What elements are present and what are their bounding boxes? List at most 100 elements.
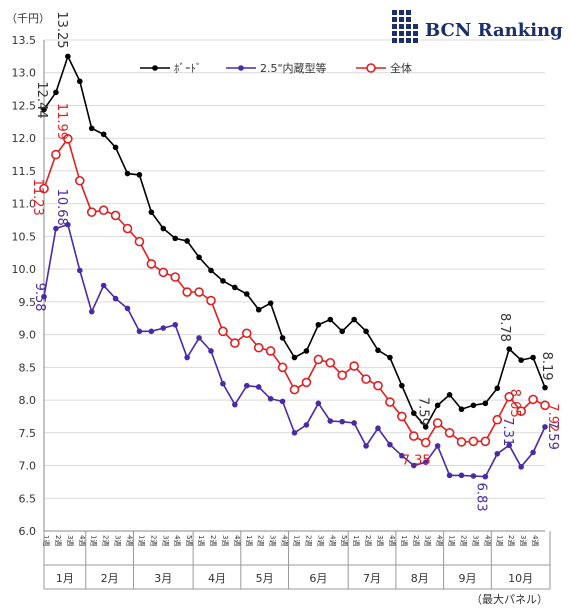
data-point — [53, 225, 59, 232]
data-point — [208, 348, 214, 354]
x-week-label: 4週 — [78, 535, 87, 546]
data-point — [470, 473, 477, 479]
legend-marker — [366, 63, 376, 73]
x-week-label: 3週 — [519, 535, 528, 546]
data-point — [434, 443, 441, 449]
x-week-label: 2週 — [54, 535, 63, 546]
data-point — [124, 305, 131, 312]
data-point — [301, 377, 312, 388]
x-week-label: 1週 — [197, 535, 206, 546]
x-week-label: 1週 — [495, 535, 504, 546]
data-point — [136, 172, 143, 178]
x-week-label: 2週 — [102, 535, 111, 546]
data-point — [279, 398, 286, 405]
x-week-label: 1週 — [42, 535, 51, 546]
data-point — [232, 401, 238, 408]
data-point — [41, 106, 47, 113]
y-tick-label: 10.0 — [12, 263, 37, 276]
data-point — [410, 410, 417, 416]
data-point — [172, 321, 179, 328]
data-label: 6.83 — [473, 483, 488, 512]
panel-note: （最大パネル） — [471, 592, 548, 606]
data-point — [363, 328, 369, 335]
data-point — [170, 272, 181, 282]
data-point — [220, 380, 226, 387]
bcn-logo-text: BCN Ranking — [425, 20, 563, 41]
x-week-label: 3週 — [66, 535, 75, 546]
data-point — [98, 205, 109, 216]
data-point — [255, 384, 262, 390]
data-point — [480, 436, 491, 447]
bcn-logo: BCN Ranking — [392, 10, 563, 43]
data-point — [100, 131, 107, 138]
x-month-label: 6月 — [309, 572, 327, 585]
data-point — [444, 427, 455, 438]
data-label: 11.99 — [54, 103, 69, 140]
data-labels: 12.44 13.25 7.59 8.78 8.19 9.58 10.68 6.83 7.31 7… — [30, 11, 560, 511]
x-week-label: 4週 — [281, 535, 290, 546]
x-month-label: 4月 — [208, 572, 226, 585]
data-point — [422, 424, 429, 430]
x-week-label: 1週 — [90, 535, 99, 546]
data-point — [339, 328, 346, 335]
data-point — [88, 125, 95, 132]
data-label: 7.59 — [416, 397, 431, 426]
x-week-label: 5週 — [340, 535, 349, 546]
data-point — [39, 183, 49, 194]
data-point — [361, 374, 371, 384]
data-point — [303, 422, 310, 428]
data-point — [397, 411, 407, 422]
data-point — [110, 210, 121, 221]
data-point — [432, 418, 443, 428]
data-point — [458, 406, 465, 413]
data-point — [289, 384, 300, 395]
data-label: 8.05 — [507, 389, 522, 418]
data-point — [122, 223, 133, 234]
data-point — [184, 354, 190, 361]
data-point — [51, 149, 61, 160]
data-point — [313, 354, 324, 365]
legend-marker — [238, 65, 244, 71]
data-point — [41, 293, 47, 300]
data-point — [148, 328, 155, 335]
data-label: 8.78 — [497, 313, 512, 342]
data-point — [458, 472, 465, 479]
data-point — [410, 462, 417, 469]
x-week-label: 4週 — [531, 535, 540, 546]
series-lines — [39, 53, 550, 480]
data-point — [243, 382, 250, 389]
x-axis: 1週 2週 3週 4週 1週 2週 3週 4週 1週 2週 3週 4週 5週 1週 2週 3週 4週 1週 2週 3週… — [42, 531, 551, 590]
data-point — [88, 308, 95, 315]
data-point — [542, 424, 548, 430]
y-tick-label: 10.5 — [12, 230, 37, 243]
data-point — [482, 400, 489, 407]
data-point — [518, 357, 524, 363]
data-point — [100, 282, 107, 289]
data-point — [277, 362, 288, 373]
data-point — [468, 436, 479, 447]
x-week-label: 3週 — [269, 535, 278, 546]
y-tick-label: 7.0 — [19, 460, 37, 473]
data-point — [124, 170, 131, 177]
x-week-label: 1週 — [448, 535, 457, 546]
data-point — [387, 354, 393, 361]
data-point — [112, 295, 119, 302]
x-week-label: 2週 — [257, 535, 266, 546]
x-week-label: 1週 — [400, 535, 409, 546]
x-week-label: 3週 — [161, 535, 170, 546]
series-line — [43, 137, 546, 444]
data-point — [65, 53, 71, 60]
data-point — [446, 472, 453, 479]
data-point — [351, 316, 357, 323]
data-point — [220, 278, 226, 284]
x-week-label: 4週 — [173, 535, 182, 546]
legend: ﾎﾞｰﾄﾞ 2.5"内蔵型等 全体 — [140, 61, 412, 75]
data-point — [65, 221, 71, 228]
y-tick-label: 7.5 — [19, 427, 37, 440]
data-point — [422, 459, 429, 466]
y-tick-label: 11.0 — [12, 198, 37, 211]
x-week-label: 4週 — [436, 535, 445, 546]
data-point — [53, 89, 59, 96]
data-point — [327, 316, 334, 323]
x-month-label: 10月 — [508, 572, 533, 585]
